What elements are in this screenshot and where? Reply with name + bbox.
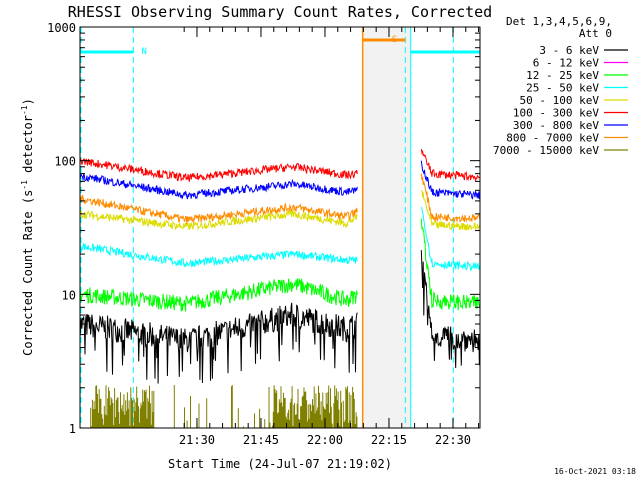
y-axis-label: Corrected Count Rate (s-1 detector-1) [20,98,35,356]
legend-label-0: 3 - 6 keV [539,44,599,57]
plot-area: N S 1 10 100 1000 21:30 21:45 22:00 22:15 22:30 [47,21,481,447]
pre-gap-series-6 [79,157,358,182]
legend-label-2: 12 - 25 keV [526,69,599,82]
x-tick-label-1: 21:45 [243,433,279,447]
chart-title: RHESSI Observing Summary Count Rates, Co… [68,3,492,21]
pre-gap-series-1 [79,278,358,312]
post-gap-series-0 [420,250,481,369]
y-tick-label-0: 1 [69,422,76,436]
x-tick-label-2: 22:00 [307,433,343,447]
flag-label-1: S [392,35,397,45]
post-gap-series-4 [420,173,481,224]
eclipse-region [362,27,411,428]
pre-gap-series-4 [79,194,358,225]
x-tick-label-0: 21:30 [179,433,215,447]
legend-header-1: Att 0 [579,27,612,40]
footer-timestamp: 16-Oct-2021 03:18 [554,467,636,476]
post-gap-series-1 [420,218,481,311]
legend-label-7: 800 - 7000 keV [506,132,599,145]
post-gap-series-3 [421,190,481,231]
flag-label-0: N [141,47,146,57]
post-gap-series-2 [420,206,481,272]
x-tick-label-4: 22:30 [435,433,471,447]
y-tick-label-2: 100 [54,155,76,169]
legend-label-5: 100 - 300 keV [513,107,599,120]
post-gap-series-5 [420,160,481,200]
y-tick-label-1: 10 [62,288,76,302]
legend-label-6: 300 - 800 keV [513,119,599,132]
pre-gap-series-5 [79,173,358,200]
x-tick-label-3: 22:15 [371,433,407,447]
plot-frame [79,26,481,429]
olive-counts [90,385,358,428]
legend-label-8: 7000 - 15000 keV [493,144,599,157]
pre-gap-series-0 [79,302,358,384]
legend-label-1: 6 - 12 keV [533,57,600,70]
legend-label-3: 25 - 50 keV [526,82,599,95]
legend-label-4: 50 - 100 keV [520,94,600,107]
post-gap-series-6 [420,149,481,182]
legend-header-0: Det 1,3,4,5,6,9, [506,15,612,28]
y-tick-label-3: 1000 [47,21,76,35]
x-axis-label: Start Time (24-Jul-07 21:19:02) [168,457,392,471]
pre-gap-series-2 [79,242,358,268]
